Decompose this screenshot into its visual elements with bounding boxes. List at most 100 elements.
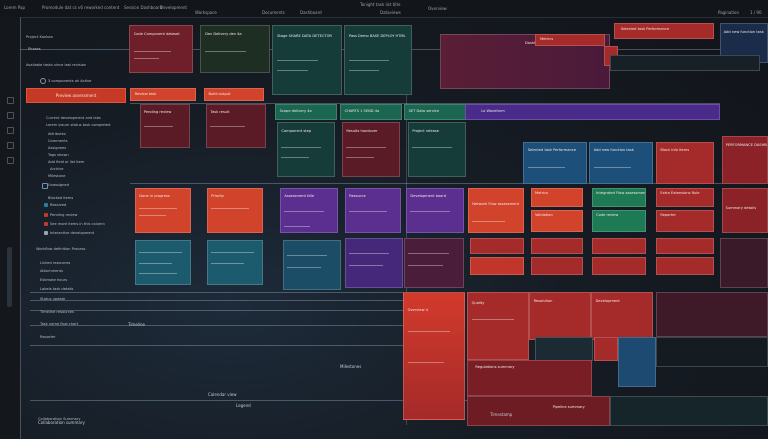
- task-card[interactable]: Reporter: [656, 210, 714, 232]
- task-card[interactable]: Stage SHARE DATA DETECTOR: [272, 25, 342, 95]
- task-card[interactable]: [592, 238, 646, 254]
- tab-module[interactable]: Promodule dat cs v6 reworked content: [42, 5, 120, 10]
- task-card[interactable]: [283, 240, 341, 290]
- column-header[interactable]: CHARTS 1 SEND 4a: [340, 104, 402, 120]
- task-card[interactable]: [610, 396, 768, 426]
- task-card[interactable]: Component step: [277, 122, 335, 177]
- list-item[interactable]: Tags shown: [48, 153, 69, 157]
- task-card[interactable]: Results handover: [342, 122, 400, 177]
- list-item[interactable]: Archive: [50, 167, 64, 171]
- task-card[interactable]: Block info items: [656, 142, 714, 184]
- settings-icon[interactable]: [7, 157, 14, 164]
- list-item[interactable]: Task name flow chart: [40, 322, 79, 326]
- task-card[interactable]: Priority: [207, 188, 263, 233]
- list-item[interactable]: Lorem ipsum status task completed: [46, 123, 111, 127]
- tab-development[interactable]: Development: [160, 5, 187, 10]
- column-header-button[interactable]: Review task: [130, 88, 196, 101]
- column-header[interactable]: Scope delivery 4a: [275, 104, 337, 120]
- filter-icon[interactable]: [40, 78, 46, 84]
- board-icon[interactable]: [7, 112, 14, 119]
- list-item[interactable]: Estimate hours: [40, 278, 68, 282]
- app-menu[interactable]: Lorem Pap: [4, 5, 26, 10]
- list-item[interactable]: Unassigned: [48, 183, 69, 187]
- task-card[interactable]: [720, 238, 768, 288]
- task-card[interactable]: Quality: [467, 292, 529, 360]
- task-card[interactable]: [592, 257, 646, 275]
- list-item[interactable]: See more items in this column: [50, 222, 105, 226]
- task-card[interactable]: Pipeline summary: [467, 396, 610, 426]
- list-icon[interactable]: [7, 127, 14, 134]
- sidebar-scrollbar[interactable]: [7, 247, 12, 307]
- task-card[interactable]: Pending review: [140, 104, 190, 148]
- column-header-button[interactable]: Build output: [204, 88, 264, 101]
- task-card[interactable]: Overview 4: [403, 292, 465, 420]
- list-item[interactable]: Attributes: [48, 132, 66, 136]
- list-item[interactable]: Resolved: [50, 203, 67, 207]
- tab-session[interactable]: Session Dashboard: [124, 5, 163, 10]
- list-item[interactable]: Add field or list item: [48, 160, 85, 164]
- task-card[interactable]: Validation: [531, 210, 583, 232]
- list-item[interactable]: Status update: [40, 297, 66, 301]
- list-item[interactable]: Current development and labs: [46, 116, 101, 120]
- filter-label[interactable]: 3 components ok Active: [48, 79, 92, 83]
- task-card[interactable]: Add new function task: [589, 142, 653, 184]
- list-item[interactable]: Interactive development: [50, 231, 95, 235]
- task-card[interactable]: [531, 238, 583, 254]
- list-item[interactable]: Linked resources: [40, 261, 71, 265]
- list-item[interactable]: Pending review: [50, 213, 78, 217]
- task-card[interactable]: Development: [591, 292, 653, 340]
- task-card[interactable]: Task result: [206, 104, 266, 148]
- task-card[interactable]: Assessment title: [280, 188, 338, 233]
- task-card[interactable]: Resolution: [529, 292, 591, 340]
- task-card[interactable]: [470, 257, 524, 275]
- column-header[interactable]: SET Data service: [404, 104, 466, 120]
- task-card[interactable]: Metrics: [531, 188, 583, 207]
- calendar-icon[interactable]: [7, 142, 14, 149]
- task-card[interactable]: [404, 238, 464, 288]
- column-header[interactable]: Lo Waveform: [465, 104, 720, 120]
- task-card[interactable]: Regulations summary: [467, 360, 592, 396]
- task-card[interactable]: [135, 240, 191, 285]
- list-item[interactable]: Labels task details: [40, 287, 74, 291]
- tab-workspace[interactable]: Workspace: [195, 10, 217, 15]
- task-card[interactable]: Integrated Flow assessment: [592, 188, 646, 207]
- task-card[interactable]: [656, 292, 768, 337]
- task-card[interactable]: Network Flow assessment: [468, 188, 524, 233]
- task-card[interactable]: Dev Delivery dev 4a: [200, 25, 270, 73]
- task-card[interactable]: Code review: [592, 210, 646, 232]
- task-card[interactable]: Resource: [345, 188, 401, 233]
- task-card[interactable]: Pass Demo BASE DEPLOY HTML: [344, 25, 412, 95]
- tab-overview[interactable]: Overview: [428, 6, 447, 11]
- task-card[interactable]: [594, 337, 618, 361]
- task-card[interactable]: Done in progress: [135, 188, 191, 233]
- task-card[interactable]: Development board: [406, 188, 464, 233]
- task-card[interactable]: [345, 238, 403, 288]
- task-card[interactable]: [470, 238, 524, 254]
- task-card[interactable]: Metrics: [535, 34, 605, 46]
- task-card[interactable]: Selected task Performance: [614, 23, 714, 39]
- tab-documents[interactable]: Documents: [262, 10, 285, 15]
- task-card[interactable]: Code Component dataset: [129, 25, 193, 73]
- task-card[interactable]: PERFORMANCE DASHBOARD: [722, 136, 768, 184]
- task-card[interactable]: Project release: [408, 122, 466, 177]
- task-card[interactable]: [656, 238, 714, 254]
- list-item[interactable]: Comments: [48, 139, 68, 143]
- copy-icon[interactable]: [42, 183, 48, 189]
- list-item[interactable]: Timeline resources: [40, 310, 74, 314]
- task-card[interactable]: [618, 337, 656, 387]
- list-item[interactable]: Workflow definition Process: [36, 247, 86, 251]
- preview-assessment-button[interactable]: Preview assessment: [26, 88, 126, 103]
- tab-dashboard[interactable]: Dashboard: [300, 10, 322, 15]
- home-icon[interactable]: [7, 97, 14, 104]
- list-item[interactable]: Assignees: [48, 146, 67, 150]
- list-item[interactable]: Blocked items: [48, 196, 74, 200]
- tab-dataviews[interactable]: Dataviews: [380, 10, 401, 15]
- task-card[interactable]: [656, 337, 768, 367]
- list-item[interactable]: Collaboration Summary: [38, 417, 81, 421]
- task-card[interactable]: [207, 240, 263, 285]
- task-card[interactable]: Summary details: [722, 188, 768, 233]
- list-item[interactable]: Reporter: [40, 335, 56, 339]
- task-card[interactable]: [535, 337, 593, 361]
- task-card[interactable]: [531, 257, 583, 275]
- list-item[interactable]: Milestone: [48, 174, 66, 178]
